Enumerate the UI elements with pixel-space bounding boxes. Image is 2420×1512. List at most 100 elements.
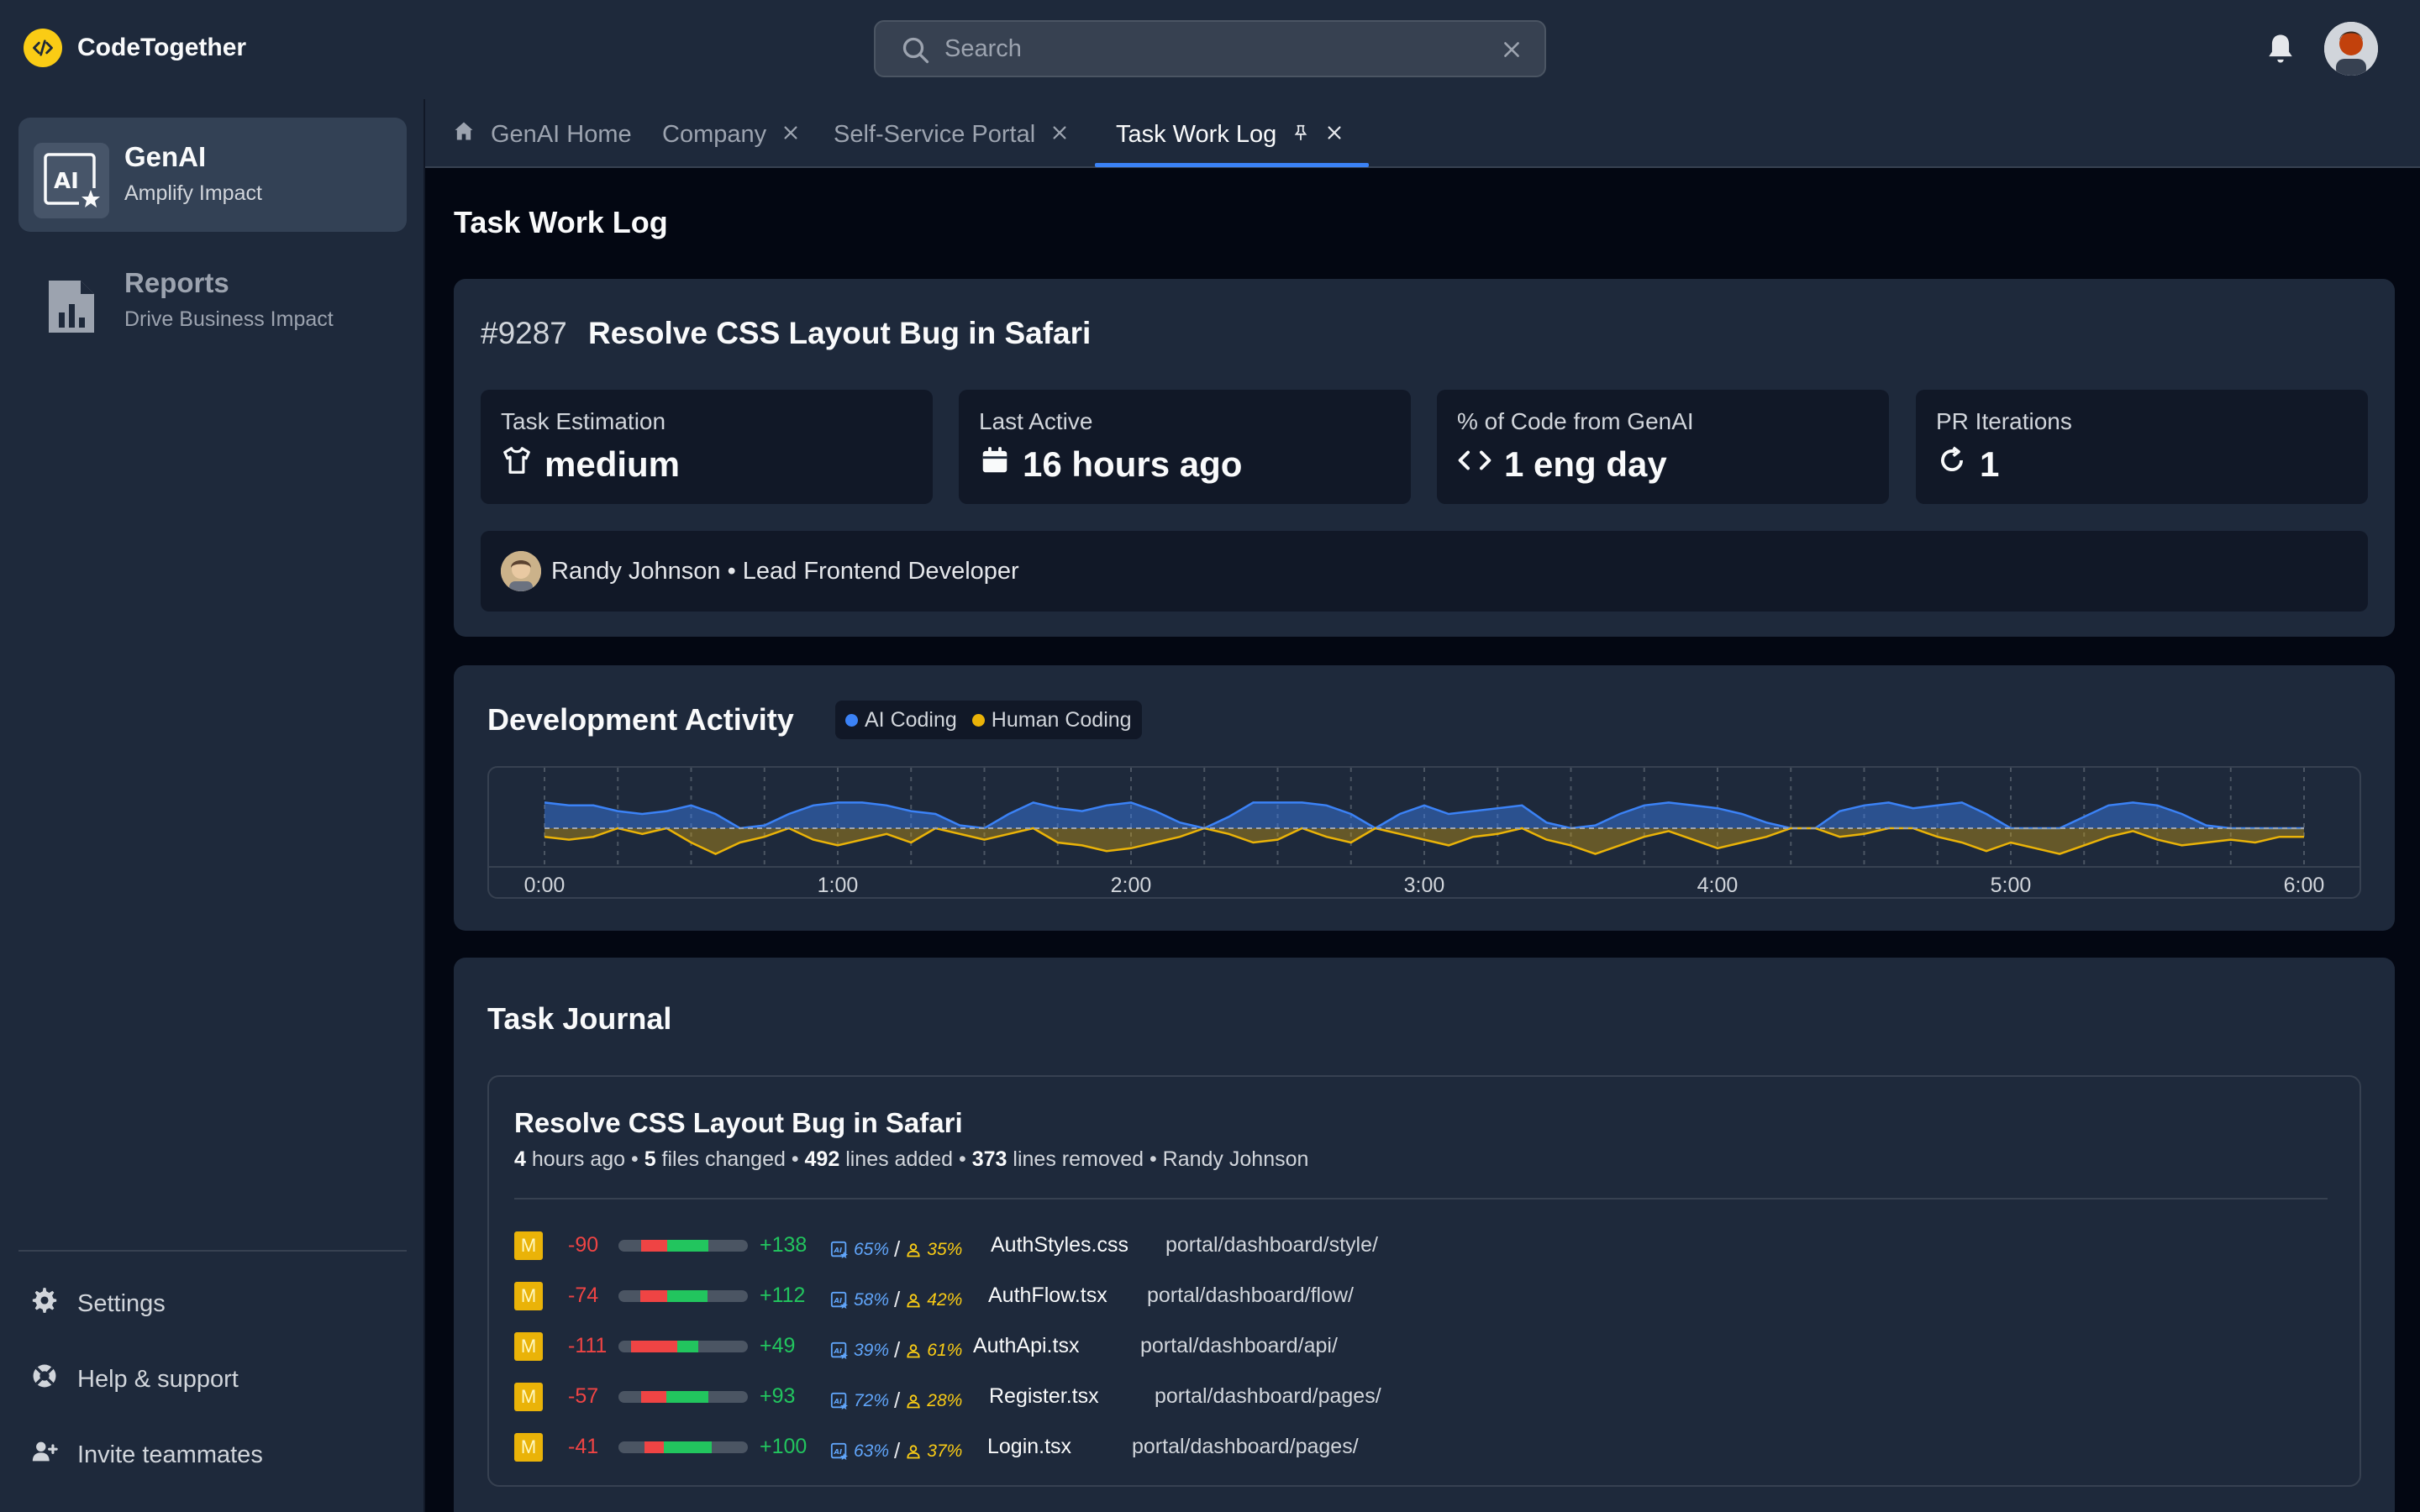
logo-icon <box>24 29 62 67</box>
report-icon <box>34 269 109 344</box>
file-path: portal/dashboard/pages/ <box>1132 1435 1359 1458</box>
meta-text: lines removed • Randy Johnson <box>1007 1147 1309 1171</box>
modified-badge: M <box>514 1433 543 1462</box>
chart-legend: AI Coding Human Coding <box>835 701 1142 739</box>
ai-percent: 72% <box>854 1390 890 1410</box>
file-name[interactable]: AuthFlow.tsx <box>988 1284 1107 1307</box>
human-percent: 42% <box>927 1289 963 1310</box>
stat-value-text: 16 hours ago <box>1023 444 1243 484</box>
assignee-avatar[interactable] <box>501 551 541 591</box>
series-line-ai-coding <box>544 801 2304 830</box>
file-change-row[interactable]: M -90 +138 AI 65%/ 35% AuthStyles.css portal/da… <box>514 1230 2321 1263</box>
modified-badge: M <box>514 1383 543 1411</box>
top-bar: CodeTogether <box>0 0 2420 99</box>
svg-text:AI: AI <box>834 1295 842 1304</box>
ai-percent: 65% <box>854 1239 890 1259</box>
tab-label: Task Work Log <box>1116 120 1277 148</box>
stat-value-text: medium <box>544 444 681 484</box>
settings-label: Settings <box>77 1289 166 1317</box>
file-change-row[interactable]: M -41 +100 AI 63%/ 37% Login.tsx portal/dashboa… <box>514 1431 2321 1463</box>
clear-search-icon[interactable] <box>1501 39 1523 65</box>
stat-label: % of Code from GenAI <box>1457 408 1694 434</box>
series-line-human-coding <box>544 827 2304 855</box>
tab-task-work-log[interactable]: Task Work Log <box>1116 118 1344 151</box>
meta-files: 5 <box>644 1147 656 1171</box>
legend-item-ai: AI Coding <box>845 708 957 732</box>
tab-label: Self-Service Portal <box>834 120 1036 148</box>
gear-icon <box>30 1286 59 1321</box>
human-percent: 35% <box>927 1239 963 1259</box>
task-summary-card: #9287 Resolve CSS Layout Bug in Safari T… <box>454 279 2395 637</box>
human-icon <box>907 1242 920 1257</box>
sidebar-item-genai[interactable]: AI GenAI Amplify Impact <box>18 118 407 232</box>
added-bar-segment <box>666 1391 708 1403</box>
close-icon[interactable] <box>1325 121 1344 149</box>
calendar-icon <box>979 444 1011 485</box>
tab-label: Company <box>662 120 767 148</box>
ai-icon: AI <box>830 1241 849 1258</box>
stat-value-text: 1 eng day <box>1504 444 1667 484</box>
user-avatar[interactable] <box>2324 22 2378 76</box>
x-tick-label: 5:00 <box>1991 874 2032 897</box>
x-tick-label: 4:00 <box>1697 874 1739 897</box>
file-name[interactable]: Login.tsx <box>987 1435 1072 1458</box>
file-path: portal/dashboard/api/ <box>1140 1334 1338 1357</box>
page-title: Task Work Log <box>454 205 668 239</box>
search-bar[interactable] <box>874 20 1546 77</box>
meta-text: hours ago • <box>525 1147 644 1171</box>
bell-icon[interactable] <box>2262 30 2299 71</box>
stat-value-text: 1 <box>1980 444 2000 484</box>
sidebar: AI GenAI Amplify Impact Reports Drive Bu <box>0 99 425 1512</box>
shirt-icon <box>501 444 533 485</box>
search-input[interactable] <box>944 22 1482 76</box>
sidebar-item-subtitle: Amplify Impact <box>124 181 262 205</box>
svg-text:AI: AI <box>834 1245 842 1253</box>
file-change-row[interactable]: M -57 +93 AI 72%/ 28% Register.tsx portal/dashb… <box>514 1381 2321 1413</box>
lines-added: +138 <box>760 1233 808 1257</box>
added-bar-segment <box>676 1341 698 1352</box>
app-name: CodeTogether <box>77 34 247 61</box>
tab-genai-home[interactable]: GenAI Home <box>452 118 632 151</box>
human-percent: 61% <box>927 1340 963 1360</box>
modified-badge: M <box>514 1332 543 1361</box>
task-id: #9287 <box>481 316 567 350</box>
added-bar-segment <box>666 1240 708 1252</box>
invite-teammates-link[interactable]: Invite teammates <box>30 1438 263 1472</box>
settings-link[interactable]: Settings <box>30 1287 166 1320</box>
task-journal-card: Task Journal Resolve CSS Layout Bug in S… <box>454 958 2395 1512</box>
close-icon[interactable] <box>1050 121 1069 149</box>
lifebuoy-icon <box>30 1362 59 1397</box>
pin-icon[interactable] <box>1292 121 1310 149</box>
stat-value: medium <box>501 444 680 486</box>
change-ratio-bar <box>618 1240 748 1252</box>
legend-label: AI Coding <box>865 707 957 732</box>
help-support-link[interactable]: Help & support <box>30 1362 239 1396</box>
file-change-row[interactable]: M -74 +112 AI 58%/ 42% AuthFlow.tsx portal/dash… <box>514 1280 2321 1312</box>
file-change-row[interactable]: M -111 +49 AI 39%/ 61% AuthApi.tsx portal/dashb… <box>514 1331 2321 1362</box>
human-icon <box>907 1444 920 1458</box>
file-name[interactable]: AuthStyles.css <box>991 1233 1128 1257</box>
separator: / <box>894 1287 901 1312</box>
ai-percent: 63% <box>854 1441 890 1461</box>
svg-text:AI: AI <box>834 1346 842 1354</box>
tab-self-service-portal[interactable]: Self-Service Portal <box>834 118 1069 151</box>
tab-bar: GenAI Home Company Self-Service Portal T… <box>425 99 2420 168</box>
human-icon <box>907 1293 920 1307</box>
stat-label: Task Estimation <box>501 408 666 434</box>
file-name[interactable]: Register.tsx <box>989 1384 1099 1408</box>
development-activity-card: Development Activity AI Coding Human Cod… <box>454 665 2395 931</box>
lines-added: +93 <box>760 1384 796 1408</box>
ai-icon: AI <box>830 1392 849 1410</box>
lines-deleted: -74 <box>568 1284 599 1307</box>
close-icon[interactable] <box>781 121 800 149</box>
stat-value: 1 eng day <box>1457 444 1667 486</box>
separator: / <box>894 1337 901 1362</box>
invite-teammates-label: Invite teammates <box>77 1441 263 1468</box>
x-tick-label: 1:00 <box>818 874 859 897</box>
ai-human-split: AI 65%/ 35% <box>830 1236 962 1263</box>
tab-company[interactable]: Company <box>662 118 800 151</box>
sidebar-item-reports[interactable]: Reports Drive Business Impact <box>18 244 407 358</box>
change-ratio-bar <box>618 1441 748 1453</box>
file-name[interactable]: AuthApi.tsx <box>973 1334 1080 1357</box>
